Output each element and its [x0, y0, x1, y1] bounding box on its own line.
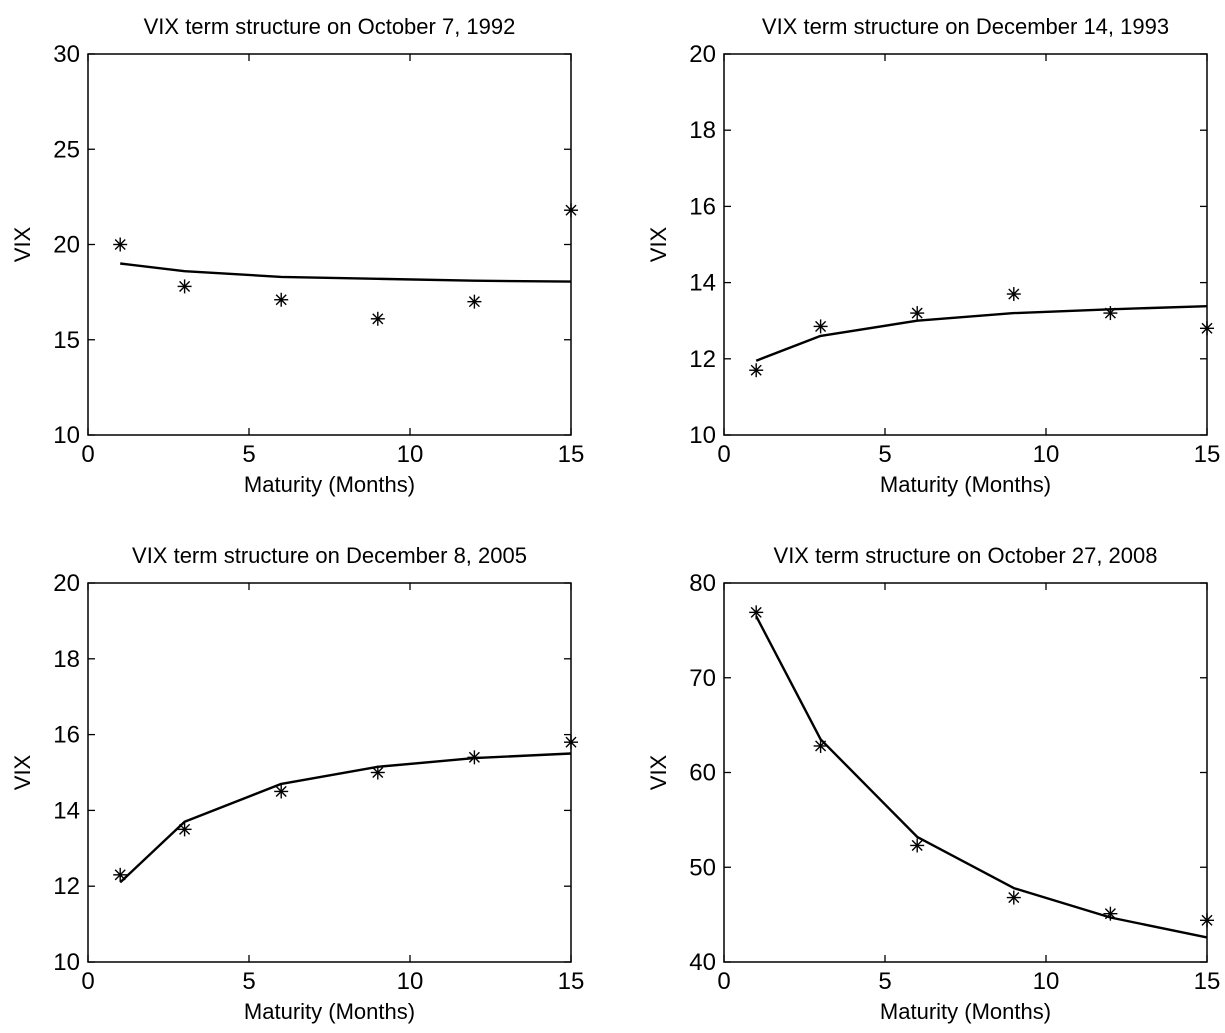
data-point-asterisk: [177, 822, 192, 837]
data-point-asterisk: [564, 203, 578, 218]
x-tick-label: 15: [1194, 968, 1221, 995]
subplot-3: 0 5 10 15 10 12 14 16 18 20 VIX term structure on …: [10, 543, 584, 1024]
y-tick-label: 20: [689, 41, 716, 68]
data-point-asterisk: [274, 292, 289, 307]
x-tick-label: 15: [558, 441, 585, 468]
chart-title: VIX term structure on December 14, 1993: [762, 14, 1169, 39]
subplot-1: 0 5 10 15 10 15 20 25 30 VIX term structure on Oc…: [10, 14, 584, 497]
x-axis-label: Maturity (Months): [244, 999, 415, 1024]
x-tick-label: 5: [878, 968, 891, 995]
axes-frame: [723, 53, 1208, 436]
y-tick-label: 60: [689, 760, 716, 787]
data-point-asterisk: [113, 237, 128, 252]
subplot-4: 0 5 10 15 40 50 60 70 80 VIX term structure on Oc…: [646, 543, 1220, 1024]
x-tick-label: 15: [558, 968, 585, 995]
axes-frame: [87, 582, 572, 963]
data-point-asterisk: [467, 750, 482, 765]
y-axis-label: VIX: [10, 226, 35, 262]
y-axis-label: VIX: [646, 754, 671, 790]
model-curve-line: [119, 752, 572, 884]
y-tick-label: 20: [53, 232, 80, 259]
data-point-asterisk: [370, 765, 385, 780]
chart-title: VIX term structure on October 7, 1992: [144, 14, 516, 39]
data-point-asterisk: [1103, 906, 1118, 921]
data-point-asterisk: [813, 319, 828, 334]
data-point-asterisk: [749, 363, 764, 378]
y-tick-label: 14: [53, 797, 80, 824]
x-tick-label: 0: [717, 968, 730, 995]
model-curve-line: [755, 305, 1208, 362]
data-point-asterisk: [910, 838, 925, 853]
subplot-2: 0 5 10 15 10 12 14 16 18 20 VIX term structure on …: [646, 14, 1220, 497]
data-point-asterisk: [370, 311, 385, 326]
data-point-asterisk: [1103, 306, 1118, 321]
x-axis-label: Maturity (Months): [880, 999, 1051, 1024]
x-tick-label: 10: [1033, 441, 1060, 468]
y-axis-label: VIX: [10, 754, 35, 790]
y-tick-label: 16: [689, 193, 716, 220]
y-tick-label: 70: [689, 665, 716, 692]
y-tick-label: 30: [53, 41, 80, 68]
x-tick-label: 0: [81, 441, 94, 468]
x-tick-label: 0: [717, 441, 730, 468]
y-tick-label: 18: [53, 646, 80, 673]
y-tick-label: 12: [689, 346, 716, 373]
x-tick-label: 0: [81, 968, 94, 995]
model-curve-line: [120, 262, 572, 283]
data-point-asterisk: [564, 735, 578, 750]
data-point-asterisk: [1200, 321, 1214, 336]
y-tick-label: 18: [689, 117, 716, 144]
model-curve-line: [755, 615, 1208, 939]
y-tick-label: 10: [53, 949, 80, 976]
data-point-asterisk: [1006, 287, 1021, 302]
data-point-asterisk: [1200, 913, 1214, 928]
y-tick-label: 20: [53, 570, 80, 597]
data-point-asterisk: [467, 294, 482, 309]
y-tick-label: 12: [53, 873, 80, 900]
x-tick-label: 10: [397, 441, 424, 468]
y-axis-label: VIX: [646, 226, 671, 262]
data-point-asterisk: [1006, 890, 1021, 905]
data-point-asterisk: [113, 867, 128, 882]
y-tick-label: 25: [53, 136, 80, 163]
y-tick-label: 16: [53, 722, 80, 749]
y-tick-label: 15: [53, 327, 80, 354]
data-point-asterisk: [177, 279, 192, 294]
data-point-asterisk: [274, 784, 289, 799]
x-tick-label: 5: [878, 441, 891, 468]
x-axis-label: Maturity (Months): [244, 472, 415, 497]
chart-title: VIX term structure on December 8, 2005: [132, 543, 527, 568]
data-point-asterisk: [910, 306, 925, 321]
chart-title: VIX term structure on October 27, 2008: [774, 543, 1158, 568]
data-point-asterisk: [749, 605, 764, 620]
y-tick-label: 14: [689, 270, 716, 297]
y-tick-label: 10: [689, 422, 716, 449]
y-tick-label: 50: [689, 854, 716, 881]
y-tick-label: 40: [689, 949, 716, 976]
y-tick-label: 80: [689, 570, 716, 597]
x-tick-label: 5: [242, 441, 255, 468]
x-axis-label: Maturity (Months): [880, 472, 1051, 497]
x-tick-label: 15: [1194, 441, 1221, 468]
x-tick-label: 10: [1033, 968, 1060, 995]
data-point-asterisk: [813, 738, 828, 753]
x-tick-label: 5: [242, 968, 255, 995]
y-tick-label: 10: [53, 422, 80, 449]
x-tick-label: 10: [397, 968, 424, 995]
